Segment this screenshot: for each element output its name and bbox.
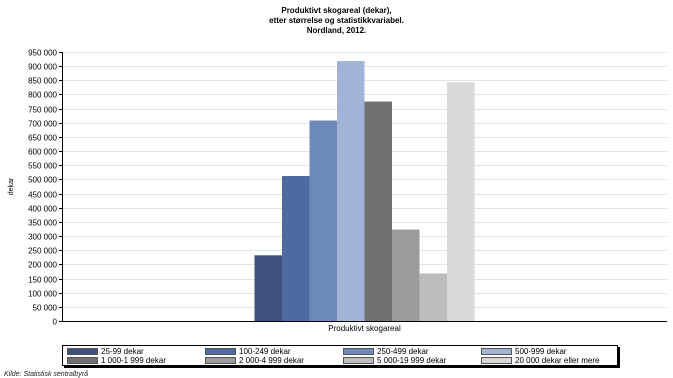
bars xyxy=(254,61,475,322)
bar-8 xyxy=(447,82,475,321)
y-tick-label: 950 000 xyxy=(28,49,57,58)
y-tick-label: 350 000 xyxy=(28,219,57,228)
y-tick-label: 0 xyxy=(53,318,58,327)
y-tick-label: 550 000 xyxy=(28,162,57,171)
source-note: Kilde: Statistisk sentralbyrå xyxy=(4,371,89,378)
bar-5 xyxy=(364,101,392,321)
legend-label: 250-499 dekar xyxy=(377,347,429,356)
bar-7 xyxy=(419,273,447,321)
y-axis-label: dekar xyxy=(8,177,15,195)
legend-label: 20 000 dekar eller mere xyxy=(515,356,600,365)
y-tick-label: 100 000 xyxy=(28,290,57,299)
y-tick-label: 700 000 xyxy=(28,120,57,129)
y-tick-label: 50 000 xyxy=(33,304,58,313)
y-tick-label: 750 000 xyxy=(28,106,57,115)
legend-swatch xyxy=(481,357,512,364)
legend-label: 1 000-1 999 dekar xyxy=(101,356,166,365)
y-tick-label: 450 000 xyxy=(28,191,57,200)
y-tick-label: 200 000 xyxy=(28,261,57,270)
y-tick-label: 600 000 xyxy=(28,148,57,157)
legend-swatch xyxy=(205,348,236,355)
axes xyxy=(59,52,667,322)
legend-label: 2 000-4 999 dekar xyxy=(239,356,304,365)
chart-legend: 25-99 dekar 100-249 dekar 250-499 dekar 500… xyxy=(62,345,618,366)
bar-6 xyxy=(392,229,420,321)
y-tick-label: 500 000 xyxy=(28,176,57,185)
legend-swatch xyxy=(343,348,374,355)
legend-swatch xyxy=(205,357,236,364)
y-tick-label: 250 000 xyxy=(28,247,57,256)
chart-title-line-2: etter størrelse og statistikkvariabel. xyxy=(269,16,404,25)
bar-4 xyxy=(337,61,365,321)
bar-3 xyxy=(309,120,337,322)
axis-labels: 0 50 000 100 000 150 000 200 000 250 000 300 0… xyxy=(8,49,401,334)
y-tick-label: 150 000 xyxy=(28,276,57,285)
chart-title: Produktivt skogareal (dekar), etter stør… xyxy=(0,6,673,36)
legend-swatch xyxy=(67,357,98,364)
legend-label: 100-249 dekar xyxy=(239,347,291,356)
chart-title-line-3: Nordland, 2012. xyxy=(306,26,367,35)
y-tick-label: 850 000 xyxy=(28,77,57,86)
bar-1 xyxy=(254,255,282,321)
y-tick-label: 800 000 xyxy=(28,91,57,100)
legend-label: 25-99 dekar xyxy=(101,347,144,356)
chart-title-line-1: Produktivt skogareal (dekar), xyxy=(281,6,392,15)
y-tick-label: 900 000 xyxy=(28,63,57,72)
y-tick-label: 400 000 xyxy=(28,205,57,214)
y-tick-label: 300 000 xyxy=(28,233,57,242)
bar-2 xyxy=(282,176,310,321)
legend-swatch xyxy=(481,348,512,355)
legend-label: 5 000-19 999 dekar xyxy=(377,356,447,365)
legend-swatch xyxy=(67,348,98,355)
x-category-label: Produktivt skogareal xyxy=(328,324,401,333)
legend-swatch xyxy=(343,357,374,364)
legend-label: 500-999 dekar xyxy=(515,347,567,356)
y-tick-label: 650 000 xyxy=(28,134,57,143)
